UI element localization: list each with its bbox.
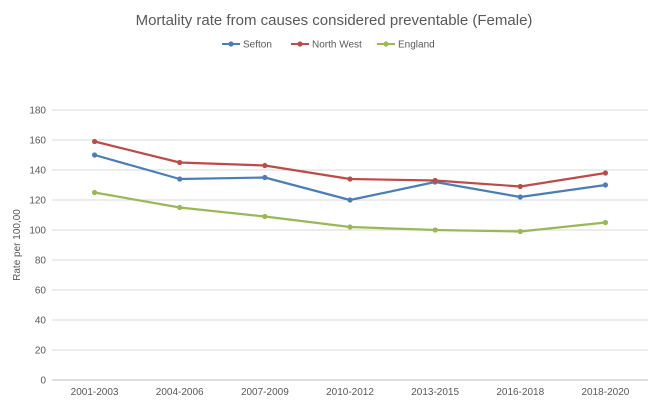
legend-item: North West	[291, 40, 362, 51]
legend-label: England	[398, 40, 435, 51]
y-tick-label: 140	[29, 166, 46, 177]
gridlines	[52, 109, 648, 381]
y-tick-label: 100	[29, 226, 46, 237]
data-point	[91, 138, 98, 145]
x-tick-label: 2001-2003	[71, 387, 119, 397]
legend: Sefton North West England	[222, 40, 435, 51]
data-point	[347, 197, 353, 203]
legend-label: North West	[312, 40, 362, 51]
data-point	[517, 194, 523, 200]
data-point	[262, 213, 268, 220]
chart-title: Mortality rate from causes considered pr…	[136, 12, 533, 29]
series-england	[91, 189, 609, 235]
legend-marker	[383, 41, 389, 47]
legend-item: Sefton	[222, 40, 272, 51]
legend-marker	[297, 41, 303, 47]
data-point	[602, 219, 609, 226]
series-sefton	[91, 152, 609, 203]
y-tick-label: 180	[29, 106, 46, 117]
data-point	[517, 183, 523, 190]
x-axis-ticks: 2001-2003 2004-2006 2007-2009 2010-2012 2013…	[71, 387, 630, 398]
y-tick-label: 60	[35, 286, 47, 297]
data-point	[91, 152, 98, 158]
x-tick-label: 2016-2018	[496, 387, 544, 397]
y-axis-title: Rate per 100,00	[12, 209, 23, 281]
x-tick-label: 2010-2012	[326, 387, 374, 397]
legend-label: Sefton	[243, 40, 272, 51]
x-tick-label: 2013-2015	[411, 387, 459, 397]
data-point	[432, 177, 438, 184]
data-point	[177, 159, 183, 166]
data-point	[177, 176, 183, 182]
x-tick-label: 2018-2020	[582, 387, 630, 397]
data-point	[602, 182, 609, 188]
data-point	[432, 227, 438, 233]
data-point	[262, 174, 268, 181]
x-tick-label: 2004-2006	[156, 387, 204, 397]
y-tick-label: 0	[40, 376, 46, 387]
data-point	[262, 162, 268, 169]
data-point	[347, 176, 353, 182]
data-point	[602, 170, 609, 176]
y-tick-label: 20	[35, 346, 47, 357]
series-north-west	[91, 138, 609, 190]
legend-item: England	[377, 40, 435, 51]
y-tick-label: 40	[35, 316, 47, 327]
y-tick-label: 80	[35, 256, 47, 267]
legend-marker	[228, 41, 234, 47]
data-point	[91, 189, 98, 196]
data-point	[517, 228, 523, 235]
y-tick-label: 120	[29, 196, 46, 207]
x-tick-label: 2007-2009	[241, 387, 289, 397]
data-point	[177, 204, 183, 211]
data-point	[347, 224, 353, 230]
y-tick-label: 160	[29, 136, 46, 147]
y-axis-ticks: 0 20 40 60 80 100 120 140 160 180	[29, 106, 46, 387]
series-layer	[91, 138, 609, 235]
